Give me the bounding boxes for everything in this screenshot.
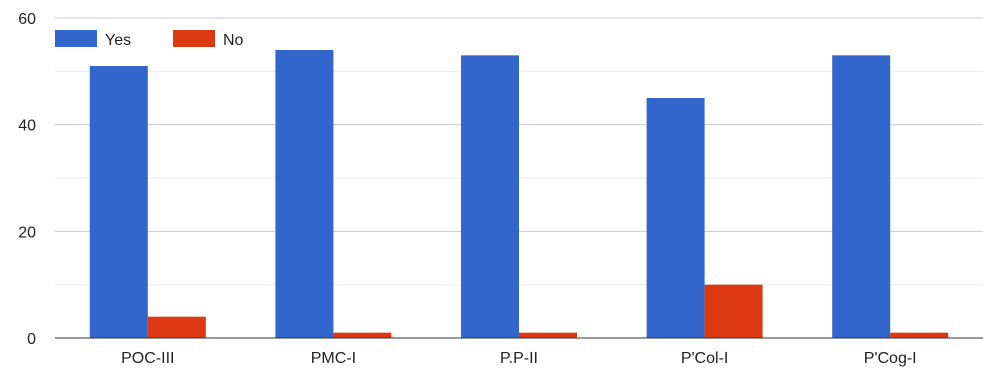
legend-swatch-yes — [55, 30, 97, 47]
x-tick-label: P'Col-I — [681, 350, 729, 367]
x-tick-label: PMC-I — [311, 350, 356, 367]
bar-yes-4 — [832, 55, 891, 338]
y-tick-label: 60 — [18, 11, 36, 28]
bar-yes-2 — [461, 55, 519, 338]
y-tick-label: 20 — [18, 224, 36, 241]
legend: Yes No — [55, 30, 244, 49]
bar-no-2 — [519, 332, 577, 338]
bar-no-0 — [147, 316, 206, 338]
x-tick-label: POC-III — [121, 350, 174, 367]
bar-no-1 — [333, 332, 392, 338]
bar-yes-3 — [646, 98, 705, 338]
x-tick-label: P'Cog-I — [864, 350, 917, 367]
legend-label-yes: Yes — [105, 32, 131, 49]
y-axis-tick-labels: 0 20 40 60 — [18, 11, 36, 348]
x-axis-tick-labels: POC-III PMC-I P.P-II P'Col-I P'Cog-I — [121, 350, 917, 367]
legend-swatch-no — [173, 30, 215, 47]
x-tick-label: P.P-II — [500, 350, 538, 367]
y-tick-label: 0 — [27, 331, 36, 348]
bar-no-4 — [890, 332, 949, 338]
bars — [89, 50, 949, 338]
bar-yes-0 — [89, 66, 148, 338]
bar-yes-1 — [275, 50, 334, 338]
legend-label-no: No — [223, 32, 244, 49]
y-tick-label: 40 — [18, 118, 36, 135]
bar-no-3 — [704, 284, 763, 338]
